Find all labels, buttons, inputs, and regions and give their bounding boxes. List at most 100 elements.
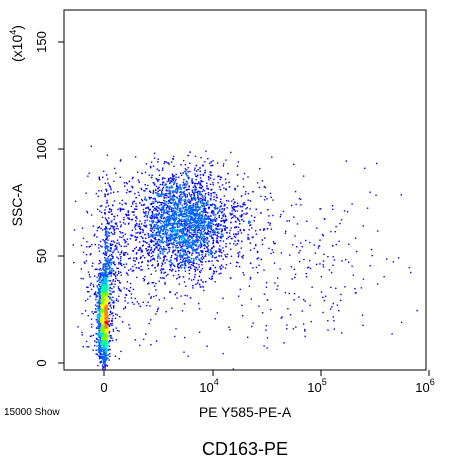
event-point xyxy=(195,258,197,260)
event-point xyxy=(207,228,209,230)
event-point xyxy=(104,368,106,370)
event-point xyxy=(163,162,165,165)
event-point xyxy=(181,196,184,198)
event-point xyxy=(103,362,105,364)
event-point xyxy=(98,335,100,337)
event-point xyxy=(145,237,147,239)
event-point xyxy=(223,208,226,210)
event-point xyxy=(98,318,100,320)
event-point xyxy=(104,279,106,282)
event-point xyxy=(195,175,197,177)
event-point xyxy=(194,276,196,278)
event-point xyxy=(104,262,107,264)
event-point xyxy=(174,206,176,208)
event-point xyxy=(180,210,182,212)
event-point xyxy=(264,196,266,198)
event-point xyxy=(104,338,106,340)
event-point xyxy=(186,245,188,247)
event-point xyxy=(160,202,162,204)
event-point xyxy=(186,231,188,233)
event-point xyxy=(167,273,169,276)
event-point xyxy=(104,363,106,365)
event-point xyxy=(197,229,199,231)
event-point xyxy=(269,222,271,224)
event-point xyxy=(181,210,184,212)
event-point xyxy=(104,298,107,300)
event-point xyxy=(193,225,195,227)
event-point xyxy=(98,320,100,323)
event-point xyxy=(142,277,145,280)
event-point xyxy=(101,287,104,289)
event-point xyxy=(175,179,177,181)
event-point xyxy=(188,192,190,194)
event-point xyxy=(123,219,125,221)
event-point xyxy=(96,295,98,297)
event-point xyxy=(264,186,267,189)
event-point xyxy=(150,259,152,261)
event-point xyxy=(260,195,262,198)
event-point xyxy=(176,185,178,187)
event-point xyxy=(188,250,190,252)
event-point xyxy=(149,220,151,222)
event-point xyxy=(179,213,181,215)
event-point xyxy=(179,261,182,264)
event-point xyxy=(185,214,188,216)
event-point xyxy=(164,177,166,180)
event-point xyxy=(197,197,199,199)
event-point xyxy=(100,318,102,321)
event-point xyxy=(132,176,134,179)
event-point xyxy=(164,248,166,250)
event-point xyxy=(134,226,136,228)
event-point xyxy=(104,329,107,331)
event-point xyxy=(253,220,255,222)
event-point xyxy=(125,182,127,184)
event-point xyxy=(149,208,152,211)
event-point xyxy=(137,171,139,173)
event-point xyxy=(160,268,163,270)
event-point xyxy=(156,202,159,204)
event-point xyxy=(106,336,108,339)
event-point xyxy=(104,357,106,359)
event-point xyxy=(193,262,195,264)
event-point xyxy=(216,218,218,220)
event-point xyxy=(239,215,241,217)
event-point xyxy=(104,320,106,323)
event-point xyxy=(150,220,153,222)
event-point xyxy=(99,309,101,312)
event-point xyxy=(105,333,108,335)
event-point xyxy=(159,221,161,223)
plot-frame xyxy=(63,9,427,371)
event-point xyxy=(152,255,154,257)
event-point xyxy=(184,250,186,252)
event-point xyxy=(187,230,189,232)
event-point xyxy=(100,320,102,322)
event-point xyxy=(242,186,245,188)
event-point xyxy=(174,265,176,268)
event-point xyxy=(148,246,151,248)
event-point xyxy=(182,261,184,263)
event-point xyxy=(101,326,104,329)
event-point xyxy=(192,264,194,267)
event-point xyxy=(97,341,100,343)
event-point xyxy=(185,196,187,199)
event-point xyxy=(98,326,100,328)
event-point xyxy=(277,277,279,279)
event-point xyxy=(104,246,106,249)
event-point xyxy=(98,273,100,275)
event-point xyxy=(134,225,137,227)
event-point xyxy=(199,197,201,200)
event-point xyxy=(235,244,237,246)
event-point xyxy=(214,216,216,218)
event-point xyxy=(102,297,104,300)
event-point xyxy=(155,192,157,194)
event-point xyxy=(197,219,200,222)
event-point xyxy=(174,220,176,222)
event-point xyxy=(216,223,218,225)
event-point xyxy=(162,205,164,207)
event-point xyxy=(220,235,222,237)
event-point xyxy=(102,265,105,267)
event-point xyxy=(98,329,100,332)
event-point xyxy=(97,349,100,351)
event-point xyxy=(103,323,106,325)
event-point xyxy=(157,253,159,256)
